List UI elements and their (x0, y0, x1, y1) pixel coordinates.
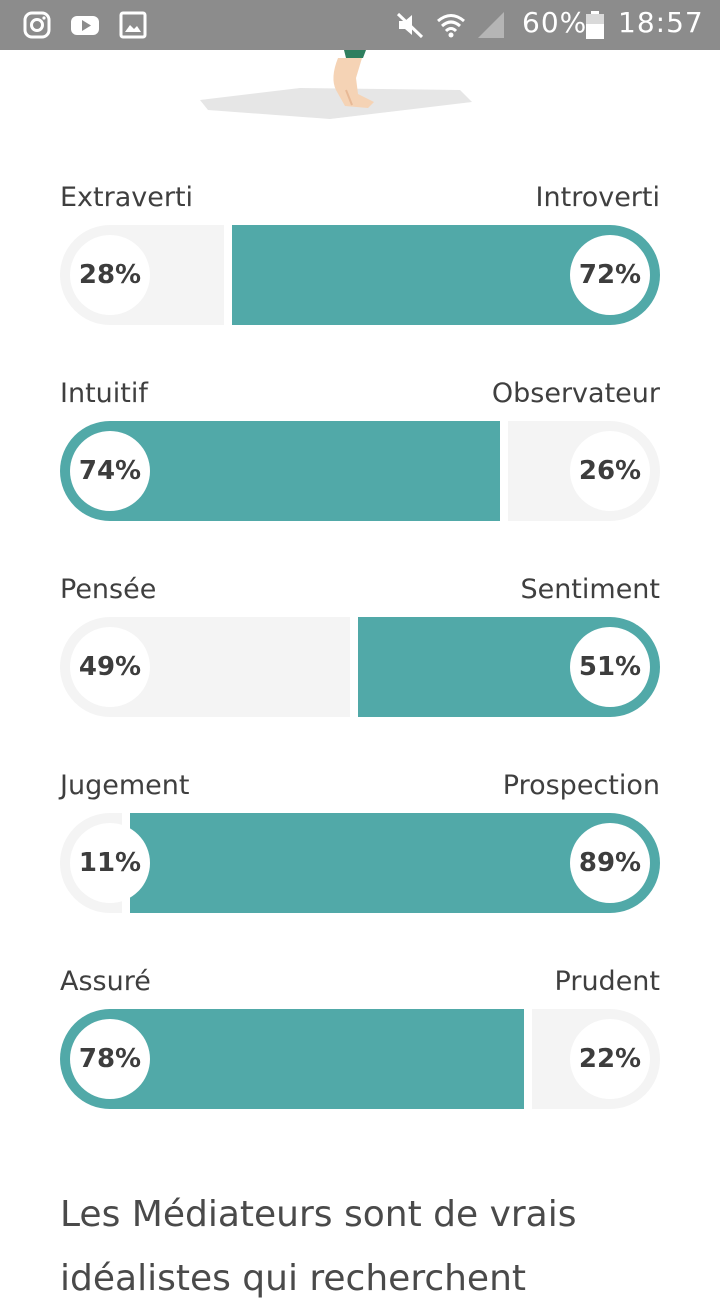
trait-extraverti-introverti: Extraverti Introverti 28% 72% (60, 180, 660, 340)
trait-right-label: Observateur (491, 378, 660, 409)
trait-jugement-prospection: Jugement Prospection 11% 89% (60, 768, 660, 928)
battery-icon (586, 11, 604, 39)
mute-icon (396, 12, 424, 39)
signal-icon (478, 12, 504, 38)
trait-right-label: Prospection (502, 770, 660, 801)
clock: 18:57 (618, 6, 704, 39)
trait-bar: 78% 22% (60, 1009, 660, 1109)
trait-intuitif-observateur: Intuitif Observateur 74% 26% (60, 376, 660, 536)
battery-percent: 60% (522, 6, 588, 39)
instagram-icon (23, 11, 51, 39)
trait-left-label: Intuitif (60, 378, 148, 409)
trait-assure-prudent: Assuré Prudent 78% 22% (60, 964, 660, 1124)
left-percentage: 28% (70, 235, 150, 315)
trait-right-label: Prudent (554, 966, 660, 997)
trait-left-label: Jugement (60, 770, 190, 801)
right-percentage: 51% (570, 627, 650, 707)
trait-pensee-sentiment: Pensée Sentiment 49% 51% (60, 572, 660, 732)
type-description: Les Médiateurs sont de vrais idéalistes … (60, 1194, 577, 1299)
right-percentage: 22% (570, 1019, 650, 1099)
trait-bar: 74% 26% (60, 421, 660, 521)
trait-right-label: Introverti (535, 182, 660, 213)
left-percentage: 74% (70, 431, 150, 511)
right-percentage: 26% (570, 431, 650, 511)
left-percentage: 78% (70, 1019, 150, 1099)
gallery-icon (119, 11, 147, 39)
left-percentage: 11% (70, 823, 150, 903)
right-percentage: 72% (570, 235, 650, 315)
trait-right-label: Sentiment (520, 574, 660, 605)
status-bar: 60% 18:57 (0, 0, 720, 50)
trait-bar: 11% 89% (60, 813, 660, 913)
trait-left-label: Pensée (60, 574, 157, 605)
youtube-icon (71, 16, 99, 35)
trait-bar: 49% 51% (60, 617, 660, 717)
character-illustration (200, 50, 472, 119)
trait-left-label: Extraverti (60, 182, 194, 213)
wifi-icon (437, 14, 465, 38)
right-percentage: 89% (570, 823, 650, 903)
left-percentage: 49% (70, 627, 150, 707)
trait-left-label: Assuré (60, 966, 151, 997)
trait-bar: 28% 72% (60, 225, 660, 325)
